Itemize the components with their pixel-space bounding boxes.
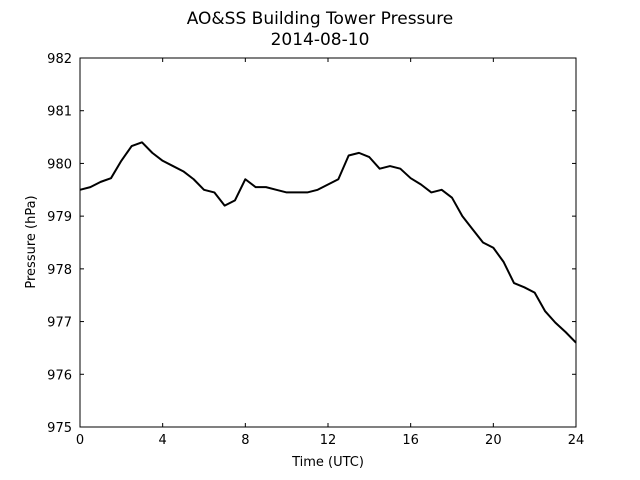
y-tick-label: 982 xyxy=(47,52,72,67)
y-tick-label: 981 xyxy=(47,105,72,120)
chart-title: AO&SS Building Tower Pressure xyxy=(187,9,454,29)
y-tick-label: 979 xyxy=(47,210,72,225)
x-tick-label: 24 xyxy=(568,433,585,448)
y-tick-label: 975 xyxy=(47,421,72,436)
x-tick-label: 16 xyxy=(402,433,419,448)
chart-subtitle: 2014-08-10 xyxy=(271,30,370,50)
plot-frame xyxy=(79,57,577,428)
x-tick-label: 20 xyxy=(485,433,502,448)
y-tick-label: 978 xyxy=(47,263,72,278)
x-tick-label: 4 xyxy=(159,433,167,448)
x-axis-label: Time (UTC) xyxy=(291,455,364,470)
x-tick-label: 0 xyxy=(76,433,84,448)
x-tick-label: 12 xyxy=(320,433,337,448)
y-tick-label: 980 xyxy=(47,157,72,172)
y-axis-label: Pressure (hPa) xyxy=(24,195,39,288)
line-series xyxy=(79,141,577,344)
y-tick-label: 976 xyxy=(47,368,72,383)
y-tick-label: 977 xyxy=(47,316,72,331)
x-tick-label: 8 xyxy=(241,433,249,448)
